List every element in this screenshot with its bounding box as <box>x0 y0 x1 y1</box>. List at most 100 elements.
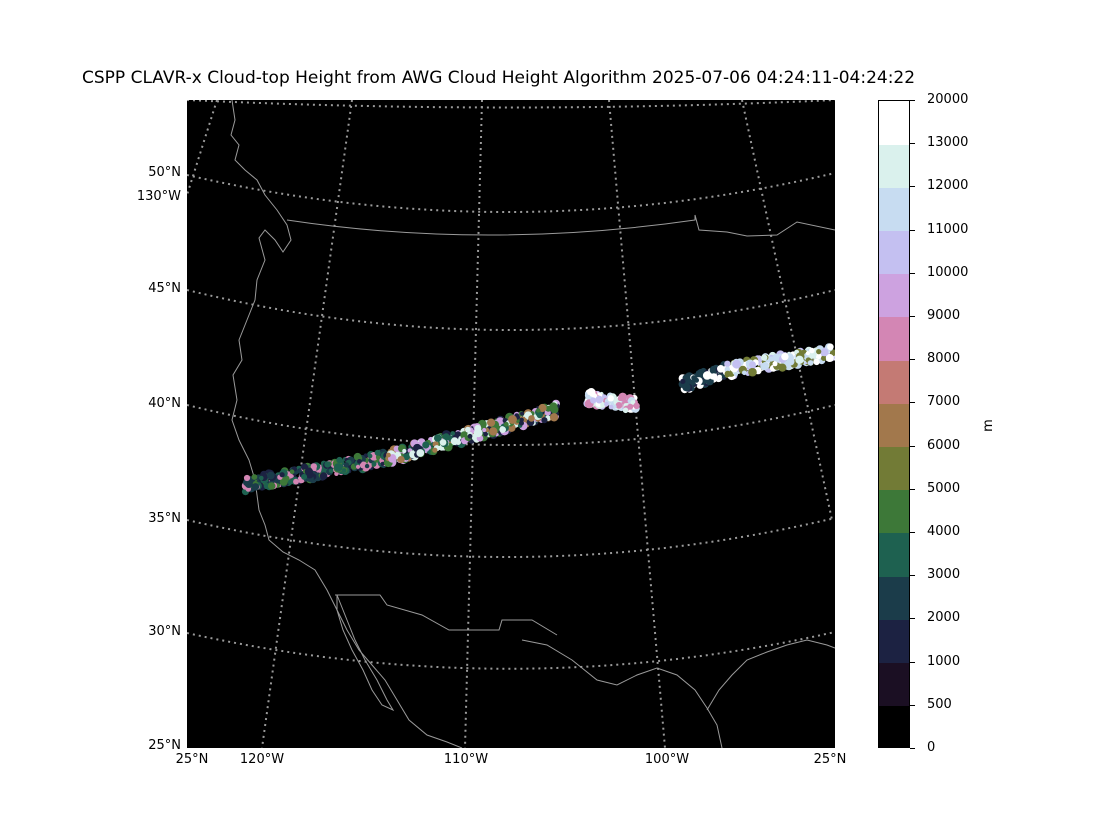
cloud-pixel <box>622 407 629 414</box>
lat-label: 35°N <box>148 511 181 526</box>
cloud-pixel <box>691 375 697 381</box>
lon-label: 110°W <box>443 752 489 767</box>
cloud-pixel <box>312 466 317 472</box>
lon-label: 25°N <box>175 752 209 767</box>
cloud-pixel <box>809 347 815 354</box>
colorbar-tick-label: 10000 <box>927 264 969 280</box>
map-panel <box>186 99 838 749</box>
cloud-pixel <box>293 478 299 485</box>
cloud-pixel <box>630 400 636 405</box>
cloud-pixel <box>328 468 334 474</box>
cloud-pixel <box>519 417 524 422</box>
lat-label: 25°N <box>148 738 181 753</box>
cloud-pixel <box>813 358 820 366</box>
colorbar-tick-mark <box>910 488 915 490</box>
cloud-pixel <box>397 456 405 464</box>
cloud-pixel <box>772 353 781 362</box>
cloud-pixel <box>604 401 609 407</box>
colorbar-segment <box>879 144 909 188</box>
cloud-pixel <box>374 449 381 456</box>
colorbar-segment <box>879 101 909 145</box>
colorbar-tick-mark <box>910 575 915 577</box>
cloud-pixel <box>267 482 276 490</box>
lat-label: 30°N <box>148 624 181 639</box>
cloud-pixel <box>386 452 391 458</box>
colorbar-tick-mark <box>910 316 915 317</box>
cloud-pixel <box>733 372 739 377</box>
cloud-pixel <box>536 408 541 413</box>
colorbar-segment <box>879 619 909 664</box>
colorbar-segment <box>879 317 909 361</box>
colorbar-tick-label: 11000 <box>927 221 969 237</box>
lat-label: 50°N <box>148 165 181 180</box>
latitude-gridlines <box>186 99 836 670</box>
cloud-pixel <box>422 441 430 449</box>
cloud-pixel <box>545 405 552 412</box>
cloud-pixel <box>243 474 251 482</box>
cloud-pixel <box>732 359 741 369</box>
map-canvas <box>186 99 838 749</box>
colorbar-segment <box>879 576 909 620</box>
cloud-pixel <box>805 351 811 356</box>
colorbar-tick-mark <box>910 359 915 361</box>
colorbar-tick-label: 500 <box>927 696 952 712</box>
cloud-pixel <box>724 366 731 373</box>
cloud-pixel <box>259 475 264 481</box>
cloud-pixel <box>519 420 524 426</box>
colorbar-tick-mark <box>910 229 915 231</box>
cloud-pixel <box>324 461 331 468</box>
cloud-pixel <box>402 448 407 454</box>
cloud-pixel <box>319 472 328 480</box>
cloud-pixel <box>343 462 349 468</box>
colorbar-tick-label: 13000 <box>927 135 969 151</box>
cloud-height-swath <box>241 343 838 496</box>
cloud-pixel <box>489 427 498 436</box>
cloud-pixel <box>820 348 829 357</box>
cloud-pixel <box>538 403 547 413</box>
cloud-pixel <box>483 431 488 437</box>
cloud-pixel <box>289 469 295 475</box>
cloud-pixel <box>251 474 258 480</box>
colorbar-tick-label: 4000 <box>927 524 961 539</box>
cloud-pixel <box>432 447 438 453</box>
cloud-pixel <box>595 395 604 404</box>
cloud-pixel <box>355 464 361 469</box>
cloud-pixel <box>825 354 834 362</box>
cloud-pixel <box>830 349 837 356</box>
colorbar-tick-label: 2000 <box>927 610 961 626</box>
colorbar-tick-label: 3000 <box>927 567 961 583</box>
cloud-pixel <box>772 361 778 367</box>
colorbar-segment <box>879 360 909 404</box>
cloud-pixel <box>748 367 757 377</box>
colorbar-tick-mark <box>910 402 915 404</box>
colorbar-unit-label: m <box>980 419 996 432</box>
colorbar-segment <box>879 187 909 232</box>
cloud-pixel <box>487 418 496 427</box>
colorbar-segment <box>879 273 909 318</box>
cloud-pixel <box>357 459 362 464</box>
colorbar-segment <box>879 662 909 707</box>
lat-label: 40°N <box>148 396 181 411</box>
cloud-pixel <box>442 433 450 441</box>
cloud-pixel <box>702 371 712 380</box>
cloud-pixel <box>450 431 456 436</box>
colorbar-tick-mark <box>910 748 915 749</box>
cloud-pixel <box>742 370 747 376</box>
cloud-pixel <box>608 404 614 410</box>
cloud-pixel <box>279 472 285 478</box>
cloud-pixel <box>717 374 722 380</box>
borders <box>286 214 836 636</box>
cloud-pixel <box>474 424 482 432</box>
cloud-pixel <box>615 402 623 409</box>
plot-title: CSPP CLAVR-x Cloud-top Height from AWG C… <box>82 68 916 88</box>
cloud-pixel <box>380 461 385 466</box>
colorbar-segment <box>879 230 909 275</box>
cloud-pixel <box>633 402 640 409</box>
colorbar-segment <box>879 533 909 577</box>
colorbar-segment <box>879 705 909 747</box>
colorbar-tick-mark <box>910 272 915 274</box>
colorbar <box>878 100 910 748</box>
colorbar-tick-label: 8000 <box>927 351 961 367</box>
cloud-pixel <box>541 417 548 424</box>
colorbar-tick-label: 1000 <box>927 653 961 669</box>
